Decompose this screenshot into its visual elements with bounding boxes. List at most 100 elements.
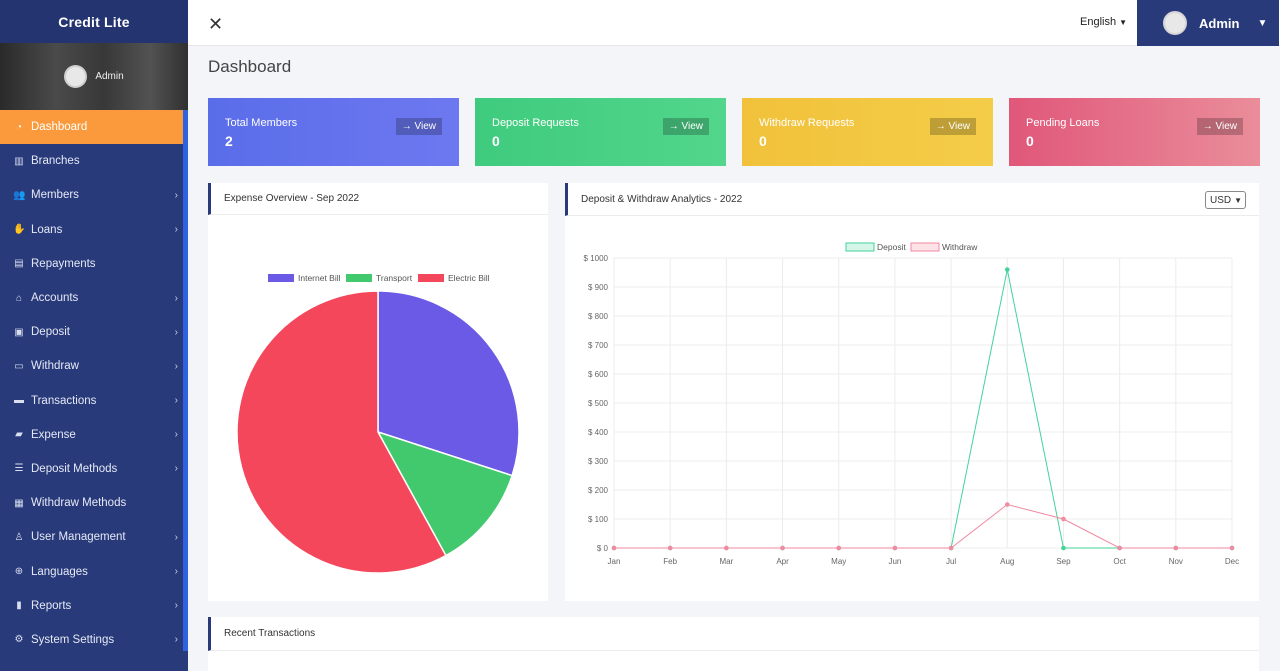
y-tick-label: $ 0: [597, 544, 609, 553]
view-button[interactable]: → View: [929, 118, 976, 135]
stat-card-pending-loans: Pending Loans 0 → View: [1009, 98, 1260, 166]
data-point-withdraw[interactable]: [1117, 545, 1122, 551]
view-label: View: [681, 121, 704, 132]
data-point-withdraw[interactable]: [948, 545, 954, 551]
sidebar-item-user-management[interactable]: ♙ User Management ›: [0, 520, 188, 554]
wallet-icon: ▬: [14, 395, 24, 407]
sidebar-item-label: Expense: [31, 428, 76, 441]
data-point-withdraw[interactable]: [780, 545, 785, 551]
data-point-withdraw[interactable]: [1229, 545, 1235, 551]
avatar: [64, 65, 88, 88]
card-value: 0: [1026, 133, 1034, 149]
sidebar-item-label: Transactions: [31, 394, 97, 407]
x-tick-label: Jun: [888, 557, 901, 566]
chevron-right-icon: ›: [174, 600, 178, 612]
sidebar-item-deposit[interactable]: ▣ Deposit ›: [0, 315, 188, 349]
sidebar-item-accounts[interactable]: ⌂ Accounts ›: [0, 281, 188, 315]
sidebar-item-label: Deposit Methods: [31, 462, 118, 475]
x-tick-label: Dec: [1225, 557, 1239, 566]
y-tick-label: $ 900: [588, 283, 609, 292]
data-point-withdraw[interactable]: [611, 545, 617, 551]
legend-label: Withdraw: [942, 242, 978, 252]
deposit-icon: ▣: [14, 326, 24, 338]
x-tick-label: Jan: [608, 557, 621, 566]
panel-title: Expense Overview - Sep 2022: [208, 183, 548, 215]
x-tick-label: Aug: [1000, 557, 1014, 566]
data-point-withdraw[interactable]: [1061, 516, 1066, 522]
pie-slice-electric-bill[interactable]: [236, 290, 447, 574]
legend-swatch: [418, 274, 444, 282]
analytics-panel: Deposit & Withdraw Analytics - 2022 USD ▼…: [565, 183, 1259, 601]
view-button[interactable]: → View: [395, 118, 442, 135]
sidebar-item-deposit-methods[interactable]: ☰ Deposit Methods ›: [0, 452, 188, 486]
currency-value: USD: [1210, 194, 1232, 206]
chevron-right-icon: ›: [174, 531, 178, 543]
data-point-withdraw[interactable]: [724, 545, 729, 551]
globe-icon: ⊕: [14, 566, 24, 578]
sidebar-item-label: System Settings: [31, 633, 115, 646]
pie-slice-transport[interactable]: [376, 430, 514, 557]
legend-label: Electric Bill: [448, 273, 490, 283]
view-label: View: [948, 121, 971, 132]
sidebar-menu: ◔ Dashboard ▥ Branches 👥 Members › ✋ Loans › ▤ Repa…: [0, 110, 188, 657]
sidebar-item-branches[interactable]: ▥ Branches: [0, 144, 188, 178]
sidebar: Credit Lite Admin ◔ Dashboard ▥ Branches 👥 Me…: [0, 0, 188, 671]
y-tick-label: $ 1000: [584, 254, 609, 263]
sidebar-item-expense[interactable]: ▰ Expense ›: [0, 418, 188, 452]
sidebar-item-withdraw-methods[interactable]: ▦ Withdraw Methods: [0, 486, 188, 520]
brand-title[interactable]: Credit Lite: [0, 0, 188, 43]
sidebar-item-languages[interactable]: ⊕ Languages ›: [0, 554, 188, 588]
panel-title: Recent Transactions: [208, 617, 1259, 651]
sidebar-item-loans[interactable]: ✋ Loans ›: [0, 213, 188, 247]
data-point-withdraw[interactable]: [667, 545, 673, 551]
card-label: Total Members: [225, 117, 298, 129]
sidebar-item-repayments[interactable]: ▤ Repayments: [0, 247, 188, 281]
building-icon: ▥: [14, 155, 24, 167]
card-value: 0: [759, 133, 767, 149]
sidebar-item-members[interactable]: 👥 Members ›: [0, 178, 188, 212]
card-icon: ▭: [14, 360, 24, 372]
sidebar-item-transactions[interactable]: ▬ Transactions ›: [0, 384, 188, 418]
x-tick-label: Sep: [1056, 557, 1071, 566]
language-label: English: [1080, 16, 1117, 28]
sidebar-scrollbar[interactable]: [183, 110, 188, 651]
sidebar-item-label: Branches: [31, 155, 80, 168]
sidebar-item-system-settings[interactable]: ⚙ System Settings ›: [0, 623, 188, 657]
legend-label: Internet Bill: [298, 273, 341, 283]
y-tick-label: $ 300: [588, 457, 609, 466]
sidebar-item-reports[interactable]: ▮ Reports ›: [0, 589, 188, 623]
sidebar-item-withdraw[interactable]: ▭ Withdraw ›: [0, 349, 188, 383]
x-tick-label: Oct: [1113, 557, 1126, 566]
user-icon: ♙: [14, 531, 24, 543]
sidebar-item-dashboard[interactable]: ◔ Dashboard: [0, 110, 183, 145]
card-value: 2: [225, 133, 233, 149]
language-dropdown[interactable]: English ▼: [1080, 16, 1127, 28]
view-button[interactable]: → View: [1196, 118, 1243, 135]
x-tick-label: Nov: [1169, 557, 1183, 566]
recent-transactions-panel: Recent Transactions: [208, 617, 1259, 671]
chevron-right-icon: ›: [174, 326, 178, 338]
y-tick-label: $ 700: [588, 341, 609, 350]
user-menu-button[interactable]: Admin ▼: [1137, 0, 1279, 46]
data-point-deposit[interactable]: [1061, 545, 1066, 551]
sidebar-item-label: Members: [31, 189, 79, 202]
y-tick-label: $ 800: [588, 312, 609, 321]
data-point-withdraw[interactable]: [836, 545, 842, 551]
x-tick-label: Feb: [663, 557, 677, 566]
panel-title: Deposit & Withdraw Analytics - 2022: [565, 183, 1259, 216]
data-point-withdraw[interactable]: [1004, 502, 1010, 507]
currency-select[interactable]: USD ▼: [1205, 191, 1246, 209]
legend-swatch: [910, 242, 940, 252]
view-button[interactable]: → View: [662, 118, 709, 135]
data-point-deposit[interactable]: [1004, 267, 1010, 272]
view-label: View: [414, 121, 437, 132]
data-point-withdraw[interactable]: [1173, 545, 1179, 551]
close-icon[interactable]: ✕: [208, 14, 224, 34]
expense-pie-chart: Internet Bill Transport Electric Bill: [236, 273, 520, 574]
pie-slice-internet-bill[interactable]: [377, 290, 520, 477]
sidebar-item-label: Withdraw Methods: [31, 497, 127, 510]
clipboard-icon: ▦: [14, 497, 24, 509]
legend-swatch: [845, 242, 875, 252]
stat-card-deposit-requests: Deposit Requests 0 → View: [475, 98, 726, 166]
data-point-withdraw[interactable]: [892, 545, 898, 551]
